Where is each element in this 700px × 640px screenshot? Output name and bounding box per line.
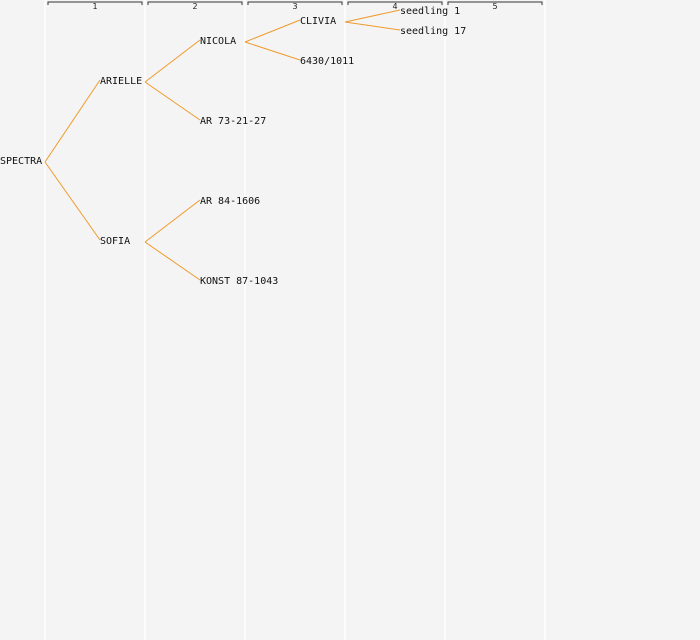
- generation-header-5: 5: [448, 0, 542, 14]
- pedigree-node-nicola[interactable]: NICOLA: [200, 36, 237, 47]
- generation-number: 2: [192, 2, 198, 11]
- pedigree-node-konst-87-1043[interactable]: KONST 87-1043: [200, 276, 279, 287]
- generation-number: 1: [92, 2, 98, 11]
- connector-arielle-to-ar-73-21-27: [144, 81, 201, 121]
- connector-clivia-to-seedling-1: [344, 9, 401, 23]
- pedigree-node-clivia[interactable]: CLIVIA: [300, 16, 337, 27]
- pedigree-node-6430-1011[interactable]: 6430/1011: [300, 56, 355, 67]
- generation-bracket-4: [347, 1, 443, 5]
- generation-number: 3: [292, 2, 298, 11]
- pedigree-node-ar-84-1606[interactable]: AR 84-1606: [200, 196, 261, 207]
- pedigree-node-seedling-1[interactable]: seedling 1: [400, 6, 461, 17]
- generation-brackets: [47, 1, 543, 5]
- connector-arielle-to-nicola: [144, 39, 201, 83]
- pedigree-node-sofia[interactable]: SOFIA: [100, 236, 131, 247]
- generation-bracket-3: [247, 1, 343, 5]
- pedigree-node-spectra[interactable]: SPECTRA: [0, 156, 43, 167]
- connector-clivia-to-seedling-17: [344, 21, 401, 31]
- connector-sofia-to-konst-87-1043: [144, 241, 201, 281]
- generation-bracket-5: [447, 1, 543, 5]
- pedigree-node-arielle[interactable]: ARIELLE: [100, 76, 143, 87]
- pedigree-node-ar-73-21-27[interactable]: AR 73-21-27: [200, 116, 267, 127]
- connector-nicola-to-6430-1011: [244, 41, 301, 61]
- connector-sofia-to-ar-84-1606: [144, 199, 201, 243]
- generation-header-1: 1: [48, 0, 142, 14]
- connector-spectra-to-arielle: [44, 79, 101, 163]
- generation-header-2: 2: [148, 0, 242, 14]
- generation-bracket-2: [147, 1, 243, 5]
- generation-number: 5: [492, 2, 498, 11]
- pedigree-connectors: [44, 9, 401, 281]
- pedigree-node-seedling-17[interactable]: seedling 17: [400, 26, 467, 37]
- connector-nicola-to-clivia: [244, 19, 301, 43]
- generation-gridlines: [44, 0, 546, 640]
- generation-header-3: 3: [248, 0, 342, 14]
- generation-bracket-1: [47, 1, 143, 5]
- connector-spectra-to-sofia: [44, 161, 101, 241]
